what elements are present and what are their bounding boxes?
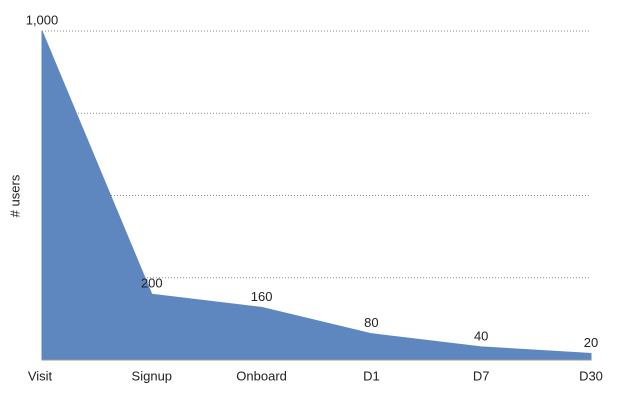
value-label: 200: [141, 276, 163, 291]
value-label: 80: [364, 315, 378, 330]
x-tick-label: Onboard: [236, 368, 287, 383]
y-axis-label: # users: [7, 174, 22, 217]
x-tick-label: D7: [473, 368, 490, 383]
value-label: 1,000: [26, 12, 59, 27]
x-tick-label: D1: [363, 368, 380, 383]
x-tick-label: Signup: [132, 368, 172, 383]
x-tick-label: Visit: [28, 368, 53, 383]
area: [41, 30, 592, 361]
value-label: 160: [251, 289, 273, 304]
x-tick-label: D30: [579, 368, 603, 383]
value-label: 40: [474, 328, 488, 343]
value-label: 20: [584, 335, 598, 350]
